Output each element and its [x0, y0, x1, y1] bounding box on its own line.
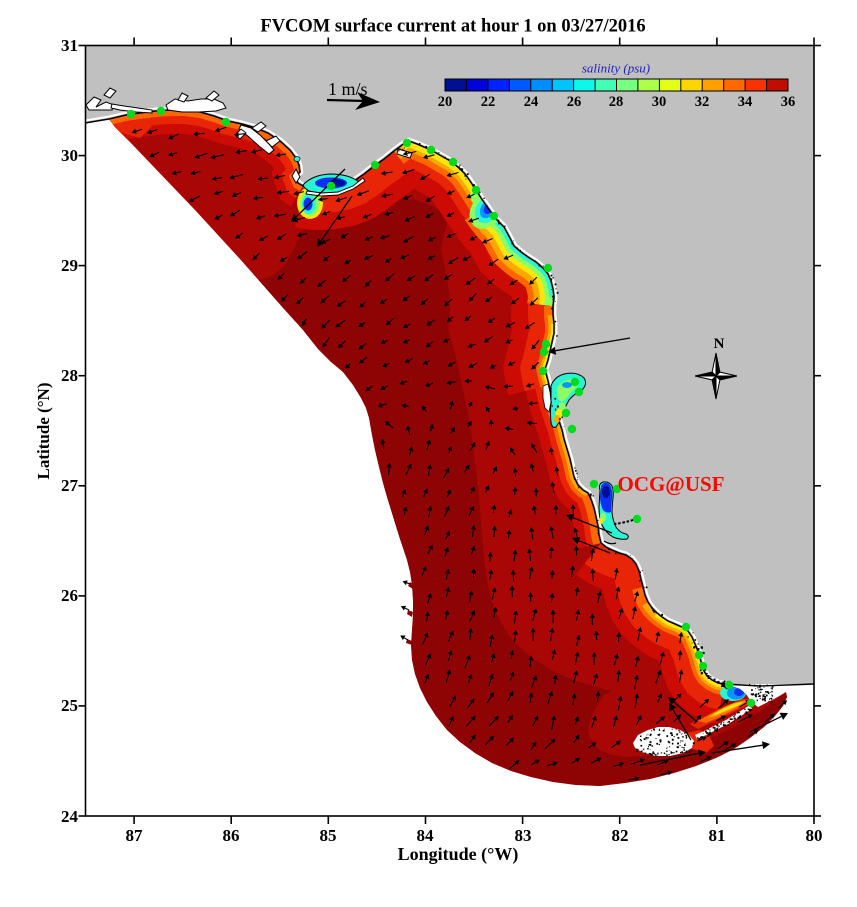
- svg-text:81: 81: [709, 826, 726, 845]
- svg-text:36: 36: [781, 94, 796, 110]
- svg-text:salinity (psu): salinity (psu): [582, 61, 650, 76]
- svg-text:32: 32: [695, 94, 710, 110]
- svg-text:22: 22: [481, 94, 496, 110]
- svg-text:80: 80: [806, 826, 823, 845]
- svg-text:28: 28: [609, 94, 624, 110]
- svg-text:87: 87: [126, 826, 144, 845]
- svg-text:25: 25: [61, 696, 78, 715]
- svg-text:28: 28: [61, 366, 78, 385]
- svg-text:1 m/s: 1 m/s: [328, 79, 368, 99]
- svg-text:26: 26: [567, 94, 582, 110]
- svg-text:26: 26: [61, 586, 78, 605]
- svg-text:27: 27: [61, 476, 79, 495]
- svg-text:29: 29: [61, 256, 78, 275]
- svg-text:OCG@USF: OCG@USF: [617, 472, 724, 496]
- svg-text:30: 30: [61, 146, 78, 165]
- svg-text:84: 84: [417, 826, 435, 845]
- svg-text:FVCOM surface current at hour: FVCOM surface current at hour 1 on 03/27…: [260, 17, 645, 37]
- svg-text:24: 24: [61, 807, 79, 826]
- svg-text:Latitude (°N): Latitude (°N): [34, 383, 53, 480]
- svg-text:82: 82: [612, 826, 629, 845]
- svg-text:30: 30: [652, 94, 667, 110]
- svg-text:86: 86: [223, 826, 240, 845]
- svg-text:Longitude (°W): Longitude (°W): [398, 844, 519, 865]
- svg-text:31: 31: [61, 36, 78, 55]
- svg-text:34: 34: [738, 94, 753, 110]
- svg-text:24: 24: [524, 94, 539, 110]
- svg-text:N: N: [714, 336, 725, 352]
- svg-text:83: 83: [515, 826, 532, 845]
- svg-text:20: 20: [438, 94, 453, 110]
- svg-text:85: 85: [320, 826, 337, 845]
